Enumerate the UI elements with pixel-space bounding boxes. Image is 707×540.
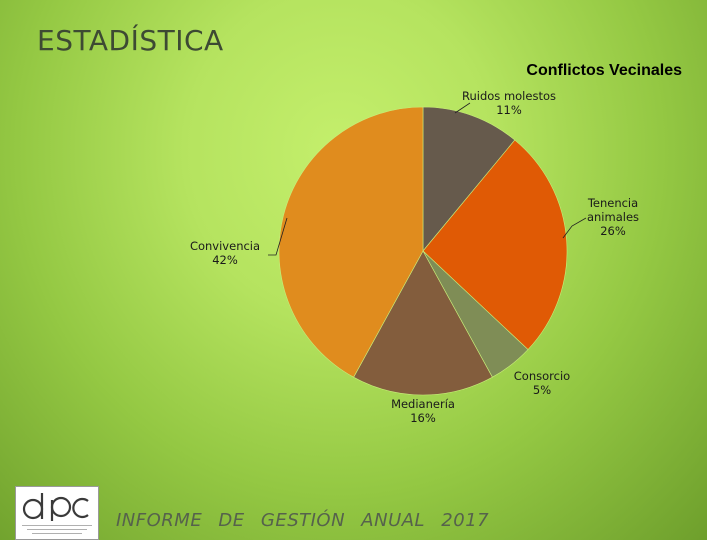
pie-slice-medianer-a	[353, 250, 493, 396]
slice-label: Medianería 16%	[391, 397, 455, 425]
leader-line	[454, 102, 471, 114]
dpc-logo-icon	[22, 493, 89, 521]
pie-slice-ruidos-molestos	[422, 106, 516, 252]
logo-caption-line	[22, 525, 92, 526]
pie-slice-convivencia	[278, 106, 424, 378]
pie-slices	[278, 106, 568, 396]
logo-caption-line	[32, 533, 82, 534]
slice-label: Convivencia 42%	[190, 239, 260, 267]
slice-labels: Ruidos molestos 11% Tenencia animales 26% Con…	[190, 89, 639, 425]
leader-line	[562, 217, 587, 239]
slide-title: ESTADÍSTICA	[37, 24, 224, 57]
dpc-logo	[15, 486, 99, 540]
logo-caption-line	[27, 529, 87, 530]
leader-lines	[268, 102, 587, 256]
footer-report-title: INFORME DE GESTIÓN ANUAL 2017	[116, 510, 490, 531]
slice-label: Consorcio 5%	[514, 369, 570, 397]
chart-title: Conflictos Vecinales	[526, 62, 682, 79]
slice-label: Tenencia animales 26%	[587, 196, 639, 238]
slice-label: Ruidos molestos 11%	[462, 89, 556, 117]
leader-line	[268, 217, 288, 256]
pie-slice-tenencia-animales	[422, 139, 568, 350]
